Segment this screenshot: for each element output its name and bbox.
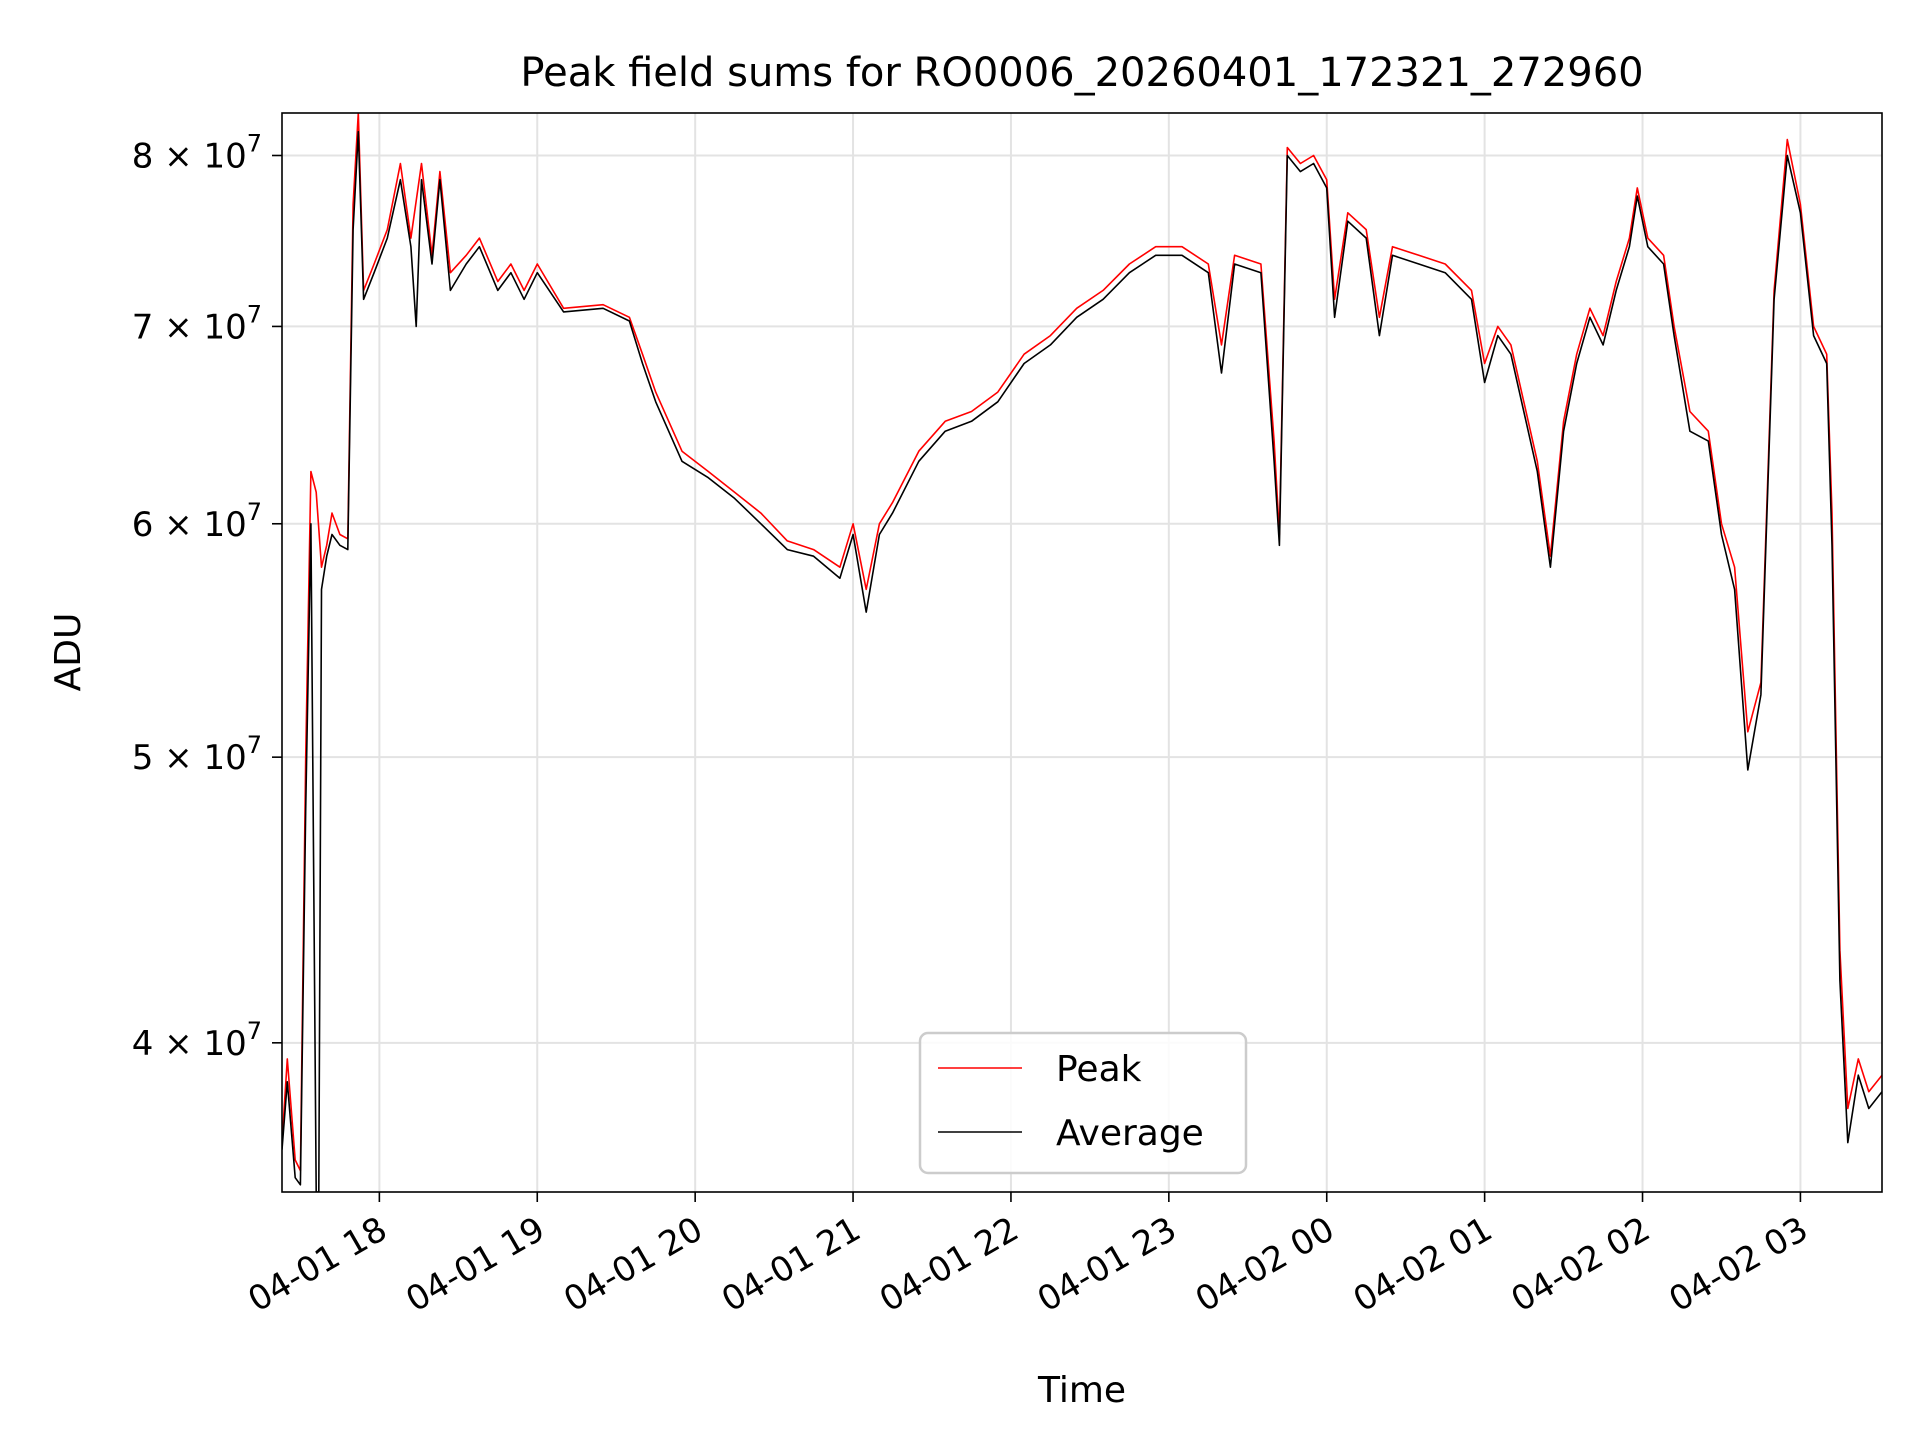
y-tick-exponent: 7 <box>247 1017 262 1045</box>
y-tick-base: × 10 <box>153 738 246 778</box>
legend: Peak Average <box>918 1031 1248 1175</box>
y-tick-label: 6 × 107 <box>132 498 262 545</box>
x-gridlines <box>378 113 1802 1192</box>
y-tick-mantissa: 5 <box>132 738 154 778</box>
y-tick-base: × 10 <box>153 136 246 176</box>
y-tick-mantissa: 8 <box>132 136 154 176</box>
y-tick-exponent: 7 <box>247 300 262 328</box>
y-axis-label: ADU <box>48 613 89 692</box>
y-tick-mantissa: 4 <box>132 1024 154 1064</box>
y-tick-exponent: 7 <box>247 498 262 526</box>
y-tick-label: 8 × 107 <box>132 129 262 176</box>
series-line-average <box>282 130 1882 1192</box>
y-tick-label: 4 × 107 <box>132 1017 262 1064</box>
y-tick-mantissa: 7 <box>132 307 154 347</box>
x-axis-label: Time <box>1037 1370 1126 1411</box>
y-tick-label: 5 × 107 <box>132 731 262 778</box>
y-tick-base: × 10 <box>153 1024 246 1064</box>
y-tick-label: 7 × 107 <box>132 300 262 347</box>
y-tick-exponent: 7 <box>247 129 262 157</box>
y-tick-base: × 10 <box>153 307 246 347</box>
chart-title: Peak field sums for RO0006_20260401_1723… <box>520 50 1643 96</box>
y-tick-exponent: 7 <box>247 731 262 759</box>
y-tick-mantissa: 6 <box>132 505 154 545</box>
series-layer <box>282 113 1882 1192</box>
series-line-peak <box>282 113 1882 1172</box>
y-tick-base: × 10 <box>153 505 246 545</box>
plot-frame <box>281 112 1883 1193</box>
legend-label-peak: Peak <box>1056 1049 1142 1090</box>
legend-label-average: Average <box>1056 1113 1204 1154</box>
